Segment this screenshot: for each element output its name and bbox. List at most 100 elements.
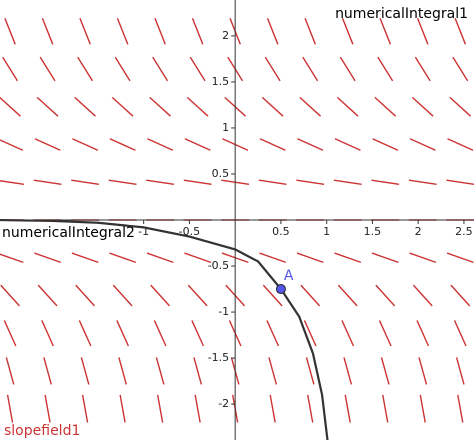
slope-segment xyxy=(111,96,134,117)
slope-segment xyxy=(80,357,90,385)
slope-segment xyxy=(193,357,203,385)
slope-segment xyxy=(71,252,99,264)
slope-segment xyxy=(307,394,314,423)
slope-segment xyxy=(409,252,437,264)
slope-segment xyxy=(302,56,319,82)
slope-segment xyxy=(4,18,16,45)
slope-segment xyxy=(377,56,394,82)
slope-segment xyxy=(266,320,280,347)
slope-segment xyxy=(412,284,433,307)
slope-segment xyxy=(446,179,474,186)
slope-segment xyxy=(269,394,276,423)
slope-segment xyxy=(155,357,165,385)
slope-segment xyxy=(191,18,204,45)
slope-segment xyxy=(6,394,14,423)
slope-segment xyxy=(79,18,91,45)
slope-segment xyxy=(344,394,351,423)
slope-segment xyxy=(380,357,390,385)
slope-segment xyxy=(75,284,96,307)
slope-segment xyxy=(34,138,61,151)
slope-segment xyxy=(416,320,430,347)
slope-segment xyxy=(77,56,94,82)
slope-segment xyxy=(261,96,284,117)
x-tick-label: 1 xyxy=(323,225,330,238)
slope-segment xyxy=(336,96,359,117)
slope-segment xyxy=(186,96,209,117)
slope-segment xyxy=(334,252,362,264)
x-tick-label: 2.5 xyxy=(455,225,473,238)
slope-segment xyxy=(333,179,362,186)
slope-segment xyxy=(0,284,20,307)
slope-segment xyxy=(409,138,436,151)
slope-segment xyxy=(72,138,99,151)
slope-segment xyxy=(183,179,212,186)
slope-segment xyxy=(452,56,469,82)
slope-segment xyxy=(116,320,130,347)
slope-segment xyxy=(378,320,392,347)
slope-segment xyxy=(296,179,325,186)
slope-segment xyxy=(375,284,396,307)
slope-segment xyxy=(41,320,54,347)
slope-segment xyxy=(299,96,322,117)
field-label: slopefield1 xyxy=(4,423,80,439)
slope-segment xyxy=(264,56,281,82)
slope-segment xyxy=(152,56,169,82)
slope-segment xyxy=(259,138,286,151)
slope-segment xyxy=(41,18,54,45)
slope-segment xyxy=(154,18,166,45)
slope-segment xyxy=(454,18,467,45)
slope-segment xyxy=(2,56,19,82)
y-tick-label: -0.5 xyxy=(208,259,229,272)
slope-segment xyxy=(44,394,51,423)
y-tick-label: 1 xyxy=(222,121,229,134)
slope-segment xyxy=(408,179,437,186)
slope-segment xyxy=(0,96,21,117)
slope-segment xyxy=(189,56,206,82)
slope-segment xyxy=(259,252,287,264)
slope-segment xyxy=(109,252,137,264)
slope-segment xyxy=(416,18,429,45)
y-tick-label: -1.5 xyxy=(208,351,229,364)
slope-segment xyxy=(71,179,100,186)
slope-segment xyxy=(371,252,399,264)
y-tick-label: -1 xyxy=(218,305,229,318)
slope-segment xyxy=(339,56,356,82)
x-tick-label: 0.5 xyxy=(272,225,290,238)
slope-segment xyxy=(116,18,129,45)
slope-segment xyxy=(343,357,353,385)
slope-segment xyxy=(262,284,283,307)
slope-segment xyxy=(374,96,397,117)
slope-segment xyxy=(266,18,279,45)
slope-segment xyxy=(304,18,317,45)
slope-segment xyxy=(379,18,392,45)
slope-segment xyxy=(187,284,208,307)
integral-curve xyxy=(0,218,329,440)
slope-segment xyxy=(114,56,131,82)
slope-segment xyxy=(0,253,24,264)
slope-segment xyxy=(341,18,354,45)
y-tick-label: 2 xyxy=(222,29,229,42)
slope-segment xyxy=(33,179,62,186)
curves: A xyxy=(0,218,329,440)
slope-segment xyxy=(268,357,278,385)
slope-segment xyxy=(371,179,400,186)
slope-segment xyxy=(184,138,211,151)
slope-segment xyxy=(5,357,15,385)
slope-segment xyxy=(156,394,164,423)
slope-segment xyxy=(153,320,167,347)
x-tick-label: 1.5 xyxy=(364,225,382,238)
slope-segment xyxy=(108,179,137,186)
y-tick-label: 0.5 xyxy=(212,167,230,180)
point-label: A xyxy=(284,268,294,284)
slope-segment xyxy=(449,96,472,117)
slope-segment xyxy=(74,96,96,117)
slope-segment xyxy=(337,284,358,307)
slope-segment xyxy=(303,320,317,347)
curve-label: numericalIntegral2 xyxy=(2,225,135,241)
slope-segment xyxy=(411,96,434,117)
slope-segment xyxy=(297,138,324,151)
slope-segment xyxy=(118,357,128,385)
slope-segment xyxy=(147,138,174,151)
